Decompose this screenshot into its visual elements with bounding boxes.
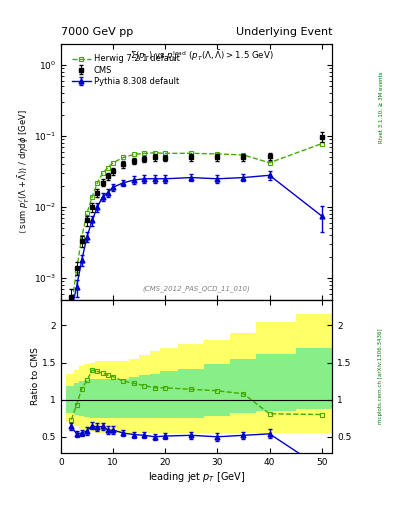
Legend: Herwig 7.2.1 default, CMS, Pythia 8.308 default: Herwig 7.2.1 default, CMS, Pythia 8.308 … <box>70 53 182 88</box>
Text: Rivet 3.1.10, ≥ 3M events: Rivet 3.1.10, ≥ 3M events <box>378 72 384 143</box>
Y-axis label: Ratio to CMS: Ratio to CMS <box>31 347 40 406</box>
Herwig 7.2.1 default <box>189 150 194 156</box>
Y-axis label: $\langle$ sum $p_T^i(\Lambda + \bar{\Lambda})\rangle$ / d$\eta$d$\phi$ [GeV]: $\langle$ sum $p_T^i(\Lambda + \bar{\Lam… <box>17 109 32 234</box>
Text: 7000 GeV pp: 7000 GeV pp <box>61 27 133 37</box>
Text: mcplots.cern.ch [arXiv:1306.3436]: mcplots.cern.ch [arXiv:1306.3436] <box>378 329 384 424</box>
Herwig 7.2.1 default <box>69 303 74 309</box>
Herwig 7.2.1 default <box>79 234 84 240</box>
Herwig 7.2.1 default <box>152 150 157 156</box>
Herwig 7.2.1 default <box>105 164 110 170</box>
Herwig 7.2.1 default <box>241 152 246 158</box>
Herwig 7.2.1 default <box>100 170 105 176</box>
Text: (CMS_2012_PAS_QCD_11_010): (CMS_2012_PAS_QCD_11_010) <box>143 285 250 292</box>
Herwig 7.2.1 default <box>74 267 79 273</box>
Herwig 7.2.1 default <box>267 160 272 166</box>
X-axis label: leading jet $p_T$ [GeV]: leading jet $p_T$ [GeV] <box>148 470 245 484</box>
Text: $\Sigma(p_T)$ vs $p_T^{\rm lead}$ $(p_T(\Lambda,\bar{\Lambda}) > 1.5$ GeV$)$: $\Sigma(p_T)$ vs $p_T^{\rm lead}$ $(p_T(… <box>130 49 274 64</box>
Herwig 7.2.1 default <box>84 210 89 216</box>
Line: Herwig 7.2.1 default: Herwig 7.2.1 default <box>69 141 324 309</box>
Herwig 7.2.1 default <box>111 160 116 166</box>
Text: Underlying Event: Underlying Event <box>235 27 332 37</box>
Herwig 7.2.1 default <box>121 154 126 160</box>
Herwig 7.2.1 default <box>319 141 324 147</box>
Herwig 7.2.1 default <box>163 150 167 156</box>
Herwig 7.2.1 default <box>90 194 95 200</box>
Herwig 7.2.1 default <box>215 151 220 157</box>
Herwig 7.2.1 default <box>142 150 147 156</box>
Herwig 7.2.1 default <box>132 152 136 158</box>
Herwig 7.2.1 default <box>95 180 100 186</box>
